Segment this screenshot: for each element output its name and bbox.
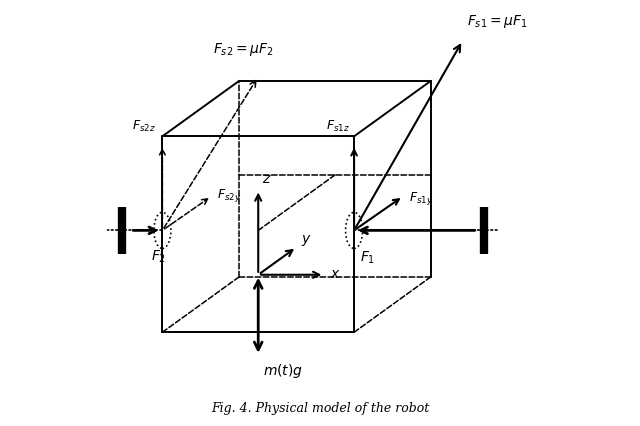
Text: $F_{s1y}$: $F_{s1y}$ — [408, 190, 433, 207]
Text: Fig. 4. Physical model of the robot: Fig. 4. Physical model of the robot — [211, 402, 429, 415]
Text: $z$: $z$ — [262, 172, 272, 186]
Text: $m(t)g$: $m(t)g$ — [263, 362, 303, 380]
Text: $F_2$: $F_2$ — [150, 248, 166, 265]
Text: $y$: $y$ — [301, 233, 312, 248]
Text: $F_{s2y}$: $F_{s2y}$ — [217, 187, 241, 204]
Text: $F_1$: $F_1$ — [360, 250, 376, 266]
Text: $F_{s2z}$: $F_{s2z}$ — [132, 119, 156, 134]
Text: $F_{s1z}$: $F_{s1z}$ — [326, 119, 350, 134]
Text: $x$: $x$ — [330, 267, 340, 281]
Text: $F_{s1} = \mu F_1$: $F_{s1} = \mu F_1$ — [467, 13, 528, 30]
Text: $F_{s2} = \mu F_2$: $F_{s2} = \mu F_2$ — [213, 40, 274, 58]
